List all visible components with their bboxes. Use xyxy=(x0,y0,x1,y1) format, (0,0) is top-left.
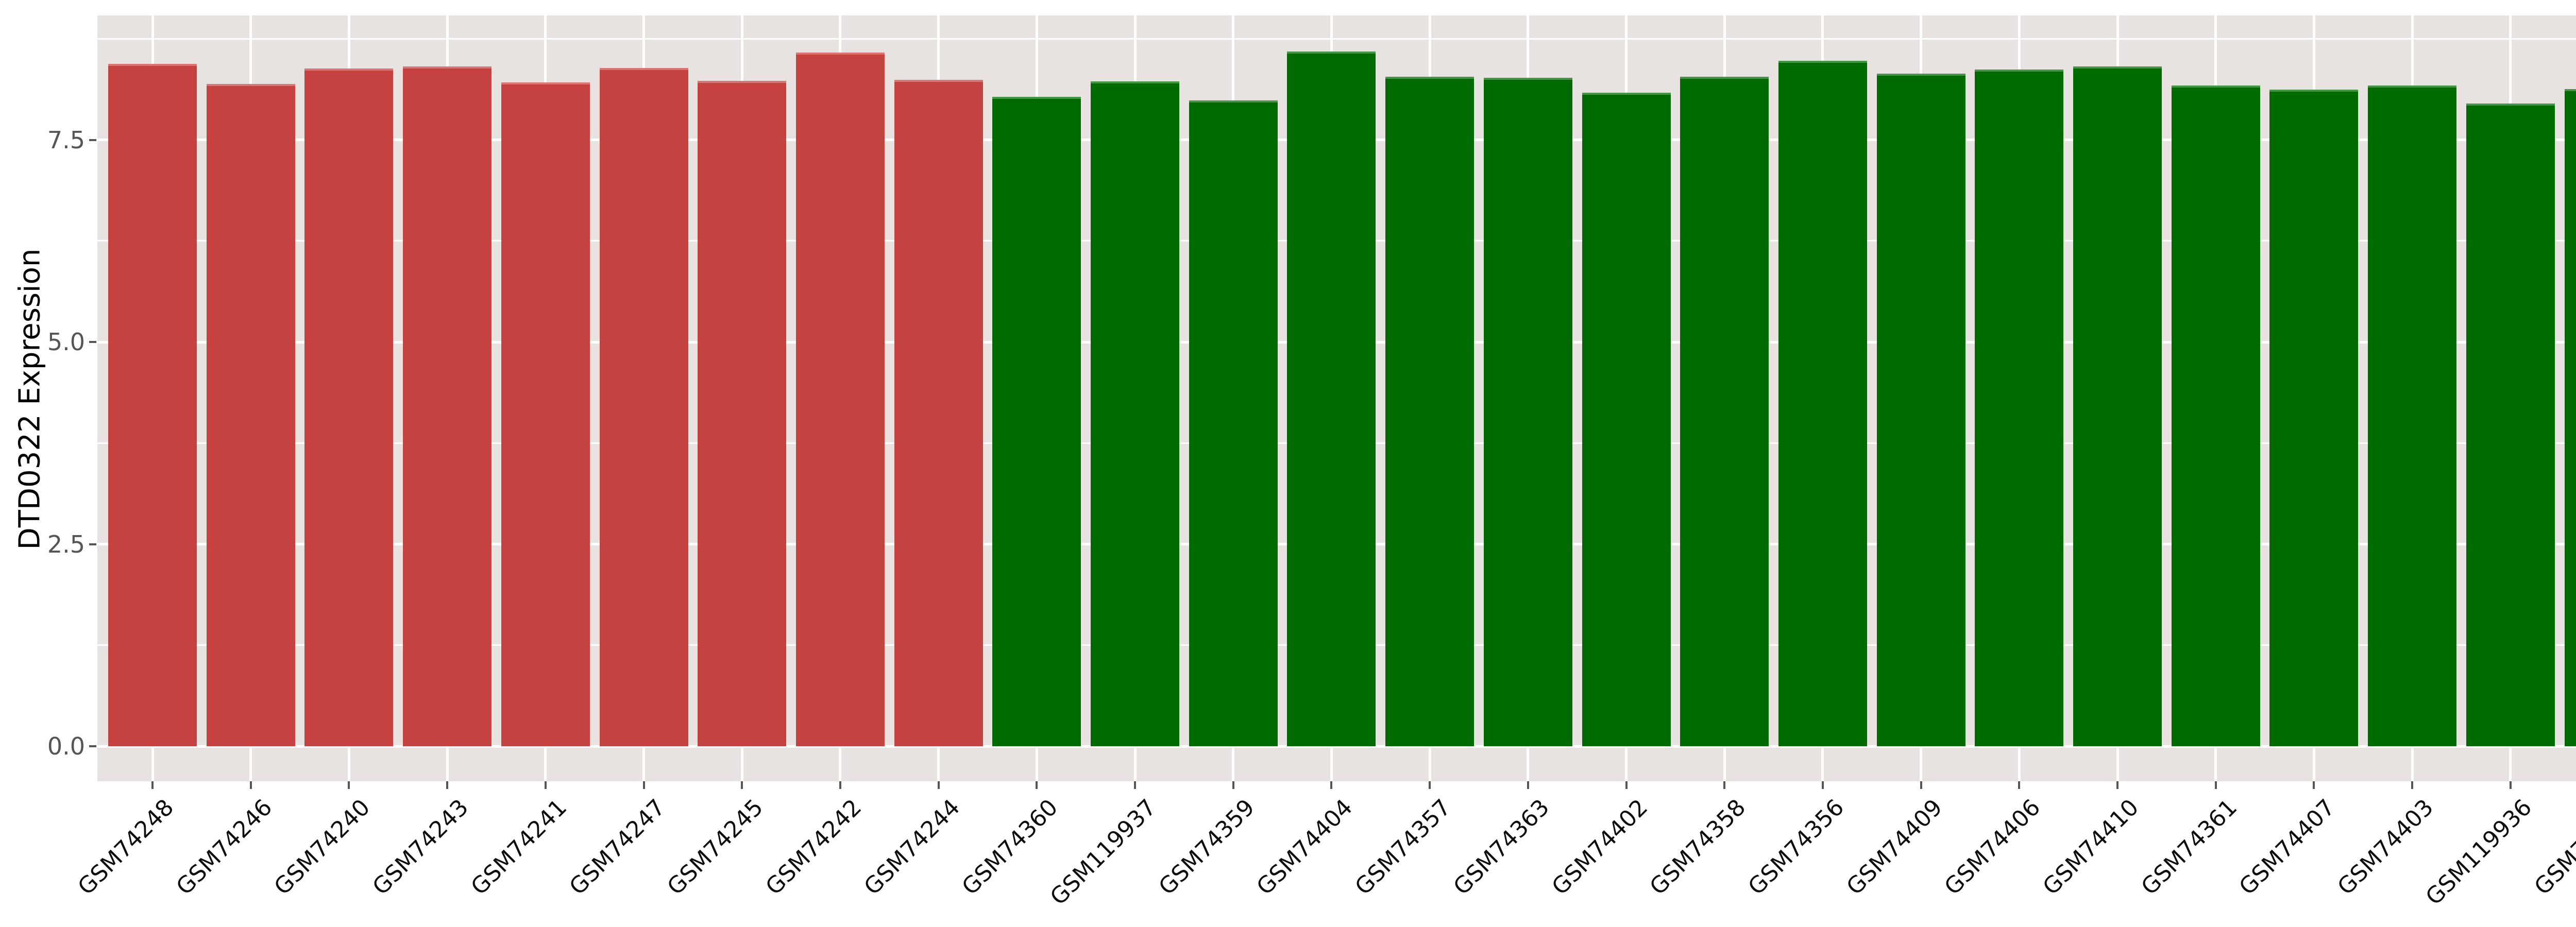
x-tick-mark xyxy=(2411,781,2414,789)
x-tick-label: GSM74363 xyxy=(1448,794,1555,900)
y-axis-title: DTD0322 Expression xyxy=(13,248,47,550)
bar xyxy=(599,67,688,746)
y-tick-mark xyxy=(89,139,96,141)
x-tick-mark xyxy=(741,781,743,789)
x-tick-label: GSM74245 xyxy=(662,794,769,900)
x-tick-mark xyxy=(2018,781,2021,789)
bar xyxy=(2368,85,2457,746)
x-tick-label: GSM74240 xyxy=(269,794,376,900)
bar xyxy=(894,80,983,746)
bar xyxy=(1483,77,1572,746)
y-tick-label: 7.5 xyxy=(47,126,85,154)
bar xyxy=(403,66,492,746)
x-tick-label: GSM74407 xyxy=(2234,794,2341,900)
x-tick-mark xyxy=(642,781,645,789)
bar xyxy=(1975,69,2064,746)
x-tick-label: GSM74404 xyxy=(1251,794,1358,900)
x-tick-mark xyxy=(1821,781,1824,789)
x-tick-mark xyxy=(1429,781,1431,789)
x-tick-label: GSM74410 xyxy=(2038,794,2144,900)
x-tick-label: GSM74241 xyxy=(466,794,572,900)
x-tick-mark xyxy=(2214,781,2217,789)
x-tick-label: GSM74361 xyxy=(2136,794,2242,900)
x-tick-mark xyxy=(1134,781,1136,789)
bar xyxy=(1091,81,1179,746)
x-tick-label: GSM74242 xyxy=(760,794,867,900)
bar xyxy=(1778,60,1867,746)
x-tick-label: GSM74246 xyxy=(171,794,277,900)
x-tick-mark xyxy=(2313,781,2315,789)
x-tick-mark xyxy=(1723,781,1726,789)
x-tick-mark xyxy=(1330,781,1333,789)
x-tick-mark xyxy=(446,781,449,789)
x-tick-mark xyxy=(1036,781,1038,789)
bar xyxy=(206,84,295,746)
bar xyxy=(1385,77,1475,746)
x-tick-label: GSM74357 xyxy=(1350,794,1456,900)
bar xyxy=(698,80,787,746)
y-tick-label: 0.0 xyxy=(47,732,85,760)
x-tick-label: GSM74244 xyxy=(859,794,965,900)
bar xyxy=(795,52,885,746)
bar xyxy=(992,97,1081,746)
bar xyxy=(1189,100,1278,746)
bar xyxy=(2466,103,2555,746)
bar xyxy=(1680,77,1769,746)
x-tick-mark xyxy=(544,781,547,789)
x-tick-mark xyxy=(1527,781,1529,789)
bar xyxy=(2073,66,2162,746)
x-tick-label: GSM119937 xyxy=(1045,794,1162,911)
bar xyxy=(1876,73,1965,746)
x-tick-label: GSM74358 xyxy=(1645,794,1751,900)
y-tick-mark xyxy=(89,745,96,747)
x-tick-mark xyxy=(2116,781,2119,789)
y-tick-label: 2.5 xyxy=(47,530,85,558)
y-tick-mark xyxy=(89,341,96,343)
x-tick-label: GSM74248 xyxy=(73,794,179,900)
x-tick-label: GSM74356 xyxy=(1743,794,1850,900)
bar xyxy=(1287,52,1376,746)
x-tick-mark xyxy=(839,781,841,789)
x-tick-mark xyxy=(1232,781,1234,789)
y-tick-label: 5.0 xyxy=(47,328,85,356)
bar xyxy=(2564,89,2576,746)
y-tick-mark xyxy=(89,543,96,545)
x-tick-label: GSM74362 xyxy=(2529,794,2576,900)
x-tick-label: GSM74403 xyxy=(2332,794,2439,900)
x-tick-mark xyxy=(151,781,154,789)
plot-panel xyxy=(97,15,2576,781)
x-tick-label: GSM74406 xyxy=(1939,794,2046,900)
bar xyxy=(501,82,590,746)
x-tick-label: GSM74402 xyxy=(1546,794,1653,900)
bar xyxy=(304,68,394,746)
x-tick-label: GSM74243 xyxy=(367,794,474,900)
h-gridline-minor xyxy=(97,38,2576,40)
x-tick-mark xyxy=(249,781,252,789)
h-gridline-major xyxy=(97,745,2576,748)
x-tick-mark xyxy=(348,781,350,789)
x-tick-label: GSM74359 xyxy=(1154,794,1260,900)
bar xyxy=(1582,93,1671,746)
x-tick-label: GSM119936 xyxy=(2420,794,2537,911)
x-tick-mark xyxy=(1920,781,1922,789)
x-tick-mark xyxy=(937,781,940,789)
x-tick-label: GSM74247 xyxy=(564,794,670,900)
x-tick-mark xyxy=(2509,781,2512,789)
bar xyxy=(2269,90,2359,746)
bar xyxy=(108,63,197,746)
x-tick-label: GSM74360 xyxy=(957,794,1063,900)
bar xyxy=(2171,85,2260,746)
x-tick-mark xyxy=(1625,781,1628,789)
x-tick-label: GSM74409 xyxy=(1841,794,1947,900)
